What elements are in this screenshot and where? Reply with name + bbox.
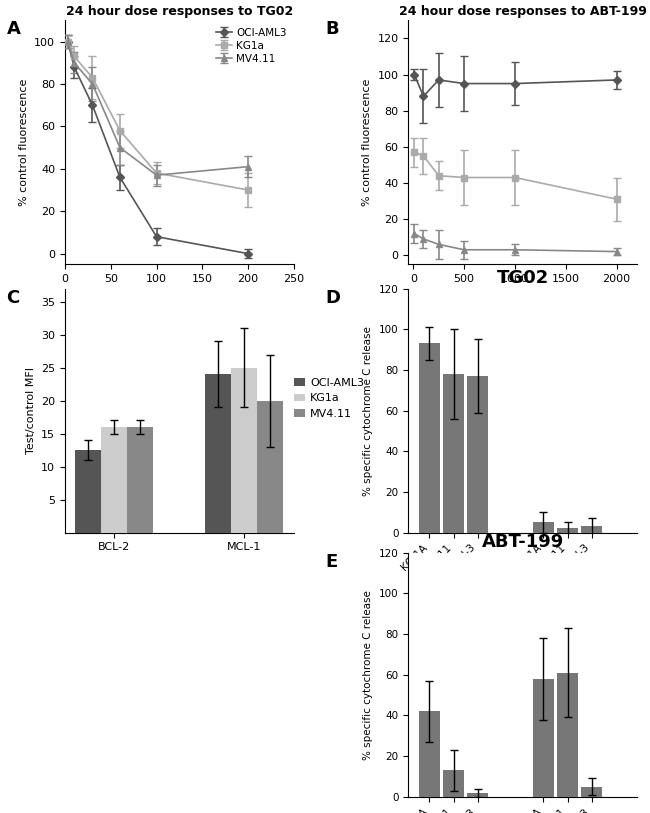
Bar bbox=[75, 450, 101, 533]
Y-axis label: % control fluorescence: % control fluorescence bbox=[19, 79, 29, 206]
Text: D: D bbox=[325, 289, 340, 307]
Bar bbox=[419, 711, 440, 797]
Bar bbox=[557, 528, 578, 533]
Text: B: B bbox=[325, 20, 339, 38]
Title: 24 hour dose responses to TG02: 24 hour dose responses to TG02 bbox=[66, 5, 293, 18]
Bar bbox=[443, 771, 464, 797]
Y-axis label: % control fluorescence: % control fluorescence bbox=[362, 79, 372, 206]
X-axis label: nM ABT-199: nM ABT-199 bbox=[481, 289, 564, 302]
Bar bbox=[533, 679, 554, 797]
Bar bbox=[467, 376, 488, 533]
Text: C: C bbox=[6, 289, 20, 307]
Legend: OCI-AML3, KG1a, MV4.11: OCI-AML3, KG1a, MV4.11 bbox=[214, 25, 289, 66]
Bar bbox=[581, 527, 603, 533]
Y-axis label: % specific cytochrome C release: % specific cytochrome C release bbox=[363, 590, 373, 759]
Title: ABT-199: ABT-199 bbox=[482, 533, 564, 551]
Bar bbox=[557, 673, 578, 797]
Bar bbox=[533, 523, 554, 533]
Legend: OCI-AML3, KG1a, MV4.11: OCI-AML3, KG1a, MV4.11 bbox=[290, 373, 369, 424]
Text: NOXA-BH3: NOXA-BH3 bbox=[531, 574, 604, 587]
Text: BAD-BH3: BAD-BH3 bbox=[422, 574, 485, 587]
Y-axis label: Test/control MFI: Test/control MFI bbox=[25, 367, 36, 454]
Bar bbox=[257, 401, 283, 533]
Title: TG02: TG02 bbox=[497, 269, 549, 287]
Bar bbox=[231, 367, 257, 533]
Bar bbox=[443, 374, 464, 533]
Text: E: E bbox=[325, 553, 337, 571]
Bar bbox=[467, 793, 488, 797]
Bar bbox=[581, 787, 603, 797]
Bar bbox=[419, 343, 440, 533]
Bar bbox=[205, 374, 231, 533]
X-axis label: nM TG02: nM TG02 bbox=[148, 289, 211, 302]
Text: A: A bbox=[6, 20, 20, 38]
Bar bbox=[127, 427, 153, 533]
Y-axis label: % specific cytochrome C release: % specific cytochrome C release bbox=[363, 326, 373, 495]
Bar bbox=[101, 427, 127, 533]
Title: 24 hour dose responses to ABT-199: 24 hour dose responses to ABT-199 bbox=[398, 5, 647, 18]
